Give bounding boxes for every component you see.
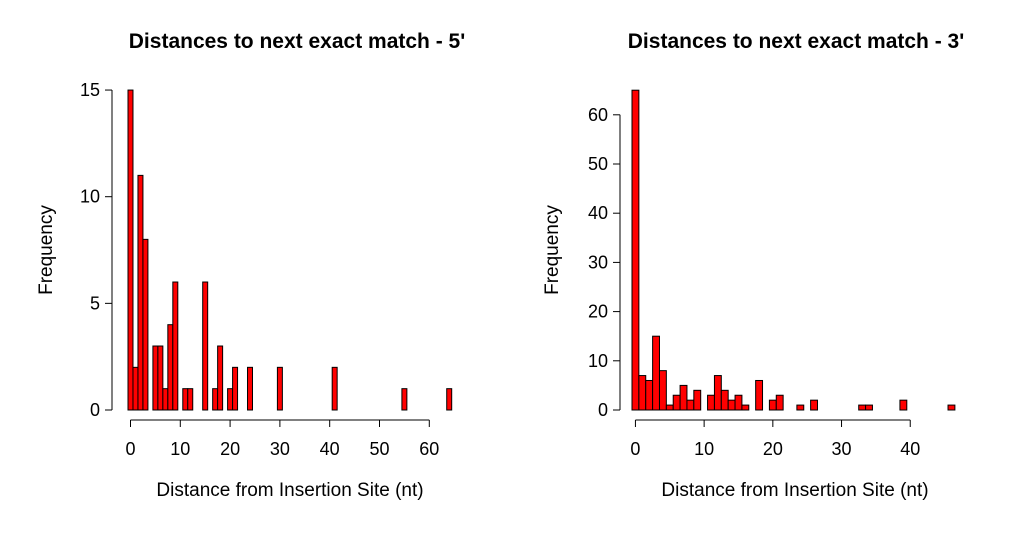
histogram-bar (172, 281, 179, 411)
histogram-bar (137, 174, 144, 411)
x-tick-label: 0 (630, 439, 640, 459)
histogram-bar (162, 388, 169, 411)
x-tick-label: 10 (170, 439, 190, 459)
histogram-bar (638, 375, 647, 411)
y-axis-label: Frequency (36, 205, 57, 295)
x-tick-label: 60 (419, 439, 439, 459)
histogram-bar (865, 404, 873, 411)
histogram-bar (157, 345, 164, 411)
histogram-bar (401, 388, 408, 411)
y-tick-label: 10 (588, 351, 608, 371)
histogram-bar (665, 404, 674, 411)
y-tick-label: 40 (588, 203, 608, 223)
histogram-bar (713, 375, 722, 411)
histogram-bar (755, 379, 764, 411)
y-tick-label: 30 (588, 252, 608, 272)
x-tick-label: 0 (125, 439, 135, 459)
histogram-3prime: Distances to next exact match - 3' 0 10 20 3… (542, 30, 964, 501)
histogram-bar (741, 404, 750, 411)
x-tick-label: 30 (832, 439, 852, 459)
histogram-bar (693, 389, 702, 411)
x-axis-label: Distance from Insertion Site (nt) (156, 480, 423, 501)
histogram-bar (167, 324, 174, 411)
histogram-bar (631, 89, 640, 411)
histogram-bar (672, 394, 681, 411)
y-tick-label: 20 (588, 302, 608, 322)
histogram-bar (810, 399, 818, 411)
histogram-bar (132, 366, 139, 411)
histogram-bar (227, 388, 234, 411)
y-tick-label: 0 (90, 400, 100, 420)
y-tick-label: 15 (80, 80, 100, 100)
x-tick-label: 40 (320, 439, 340, 459)
y-tick-label: 60 (588, 105, 608, 125)
chart-title: Distances to next exact match - 3' (628, 30, 964, 53)
x-tick-label: 20 (763, 439, 783, 459)
histogram-bar (645, 379, 654, 411)
x-tick-label: 30 (270, 439, 290, 459)
y-axis-label: Frequency (542, 205, 563, 295)
histogram-bar (142, 238, 149, 411)
histogram-bar (686, 399, 695, 411)
histogram-bar (658, 370, 667, 411)
histogram-bar (858, 404, 867, 411)
histogram-bar (707, 394, 715, 411)
y-tick-label: 5 (90, 293, 100, 313)
histogram-bar (187, 388, 194, 411)
x-tick-label: 50 (369, 439, 389, 459)
histogram-bar (727, 399, 736, 411)
x-tick-label: 20 (220, 439, 240, 459)
y-tick-label: 0 (598, 400, 608, 420)
histogram-bar (679, 384, 688, 411)
histogram-bar (152, 345, 159, 411)
histogram-bar (947, 404, 956, 411)
histogram-bar (127, 89, 134, 411)
histogram-bar (331, 366, 338, 411)
x-tick-label: 40 (900, 439, 920, 459)
histogram-bar (247, 366, 254, 411)
x-axis-label: Distance from Insertion Site (nt) (661, 480, 928, 501)
histogram-bar (232, 366, 239, 411)
histogram-bar (768, 399, 777, 411)
histogram-bar (276, 366, 283, 411)
histogram-bar (182, 388, 189, 411)
chart-title: Distances to next exact match - 5' (129, 30, 465, 53)
histogram-bar (899, 399, 908, 411)
histogram-5prime: Distances to next exact match - 5' 0 5 10 15… (36, 30, 465, 501)
y-tick-label: 50 (588, 154, 608, 174)
histogram-bar (775, 394, 784, 411)
histogram-bar (734, 394, 743, 411)
histogram-bar (212, 388, 219, 411)
histogram-bar (652, 335, 660, 411)
histogram-bar (720, 389, 729, 411)
x-tick-label: 10 (694, 439, 714, 459)
histogram-bar (446, 388, 453, 411)
histogram-bar (217, 345, 224, 411)
histogram-bar (796, 404, 805, 411)
y-tick-label: 10 (80, 187, 100, 207)
histogram-bar (202, 281, 209, 411)
